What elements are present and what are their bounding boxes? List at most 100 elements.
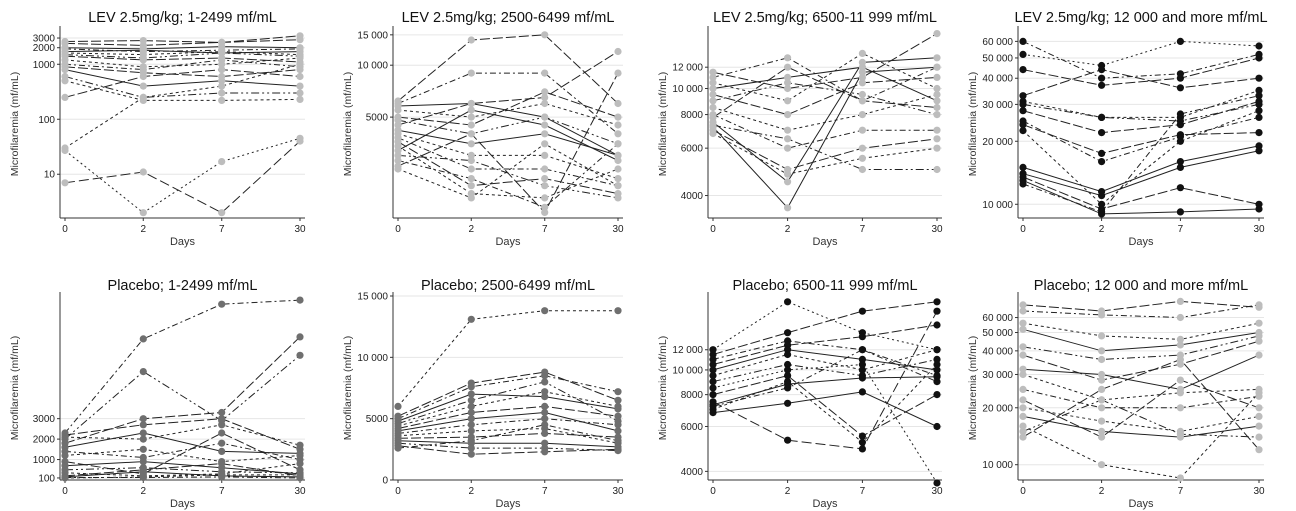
data-point <box>1176 297 1184 305</box>
chart-panel-4: 10 000 20 000 30 000 40 000 50 000 60 000 0 2 7 3… <box>967 10 1268 248</box>
data-point <box>784 135 792 143</box>
series-line <box>1022 379 1260 438</box>
series-line <box>397 145 619 199</box>
data-point <box>541 140 549 148</box>
series-line <box>1022 176 1260 210</box>
series-line <box>1022 40 1260 79</box>
y-tick-label: 60 000 <box>982 313 1013 324</box>
data-point <box>784 54 792 62</box>
data-point <box>61 93 69 101</box>
data-point <box>1019 100 1027 108</box>
series-line <box>1022 150 1260 197</box>
data-point <box>1176 163 1184 171</box>
chart-title: Placebo; 2500-6499 mf/mL <box>421 278 595 294</box>
chart-title: LEV 2.5mg/kg; 1-2499 mf/mL <box>88 10 277 26</box>
data-point <box>1098 404 1106 412</box>
data-point <box>858 126 867 134</box>
data-point <box>467 69 475 77</box>
data-point <box>1176 355 1184 364</box>
data-point <box>541 99 549 108</box>
series-line <box>712 324 938 365</box>
data-point <box>541 421 549 429</box>
series-line <box>1022 89 1260 118</box>
data-point <box>784 79 792 87</box>
y-tick-label: 1000 <box>33 60 56 71</box>
series-line <box>1022 407 1260 432</box>
data-point <box>394 151 402 159</box>
data-point <box>139 458 147 466</box>
data-point <box>139 93 147 101</box>
data-point <box>139 415 147 423</box>
data-point <box>709 73 717 81</box>
series-line <box>397 432 619 439</box>
x-tick-label: 7 <box>219 224 225 235</box>
series-line <box>1022 95 1260 213</box>
series-line <box>712 66 938 209</box>
data-point <box>709 409 717 417</box>
data-point <box>784 170 792 178</box>
data-point <box>1019 385 1027 393</box>
series-line <box>712 340 938 383</box>
data-point <box>1019 92 1027 100</box>
y-axis-label: Microfilaremia (mf/mL) <box>9 336 21 440</box>
data-point <box>858 346 867 354</box>
data-point <box>139 168 147 176</box>
data-point <box>1019 325 1027 333</box>
data-point <box>218 56 226 64</box>
series-line <box>64 137 301 214</box>
series-line <box>712 310 938 450</box>
series-line <box>64 463 301 477</box>
data-point <box>709 355 717 363</box>
data-point <box>296 351 304 359</box>
x-tick-label: 2 <box>1099 486 1105 497</box>
series-line <box>1022 399 1260 438</box>
y-tick-label: 100 <box>38 115 55 126</box>
y-tick-label: 10 000 <box>982 460 1013 471</box>
data-point <box>614 140 622 148</box>
data-point <box>296 60 304 68</box>
series-line <box>397 393 619 422</box>
data-point <box>467 99 475 108</box>
data-point <box>1019 307 1027 315</box>
data-point <box>614 182 622 190</box>
y-tick-label: 12 000 <box>672 63 703 74</box>
data-point <box>614 402 622 410</box>
y-tick-label: 30 000 <box>982 370 1013 381</box>
data-point <box>933 422 941 431</box>
data-point <box>467 408 475 417</box>
data-point <box>784 63 792 71</box>
y-tick-label: 4000 <box>681 191 704 202</box>
y-tick-label: 2000 <box>33 43 56 54</box>
y-tick-label: 3000 <box>33 34 56 45</box>
series-line <box>64 336 301 444</box>
data-point <box>467 450 475 458</box>
data-point <box>858 438 867 446</box>
series-line <box>64 52 301 59</box>
data-point <box>1098 355 1106 364</box>
chart-title: LEV 2.5mg/kg; 12 000 and more mf/mL <box>1014 10 1267 26</box>
data-point <box>296 89 304 97</box>
data-point <box>614 175 622 183</box>
series-line <box>397 116 619 145</box>
series-line <box>1022 124 1260 154</box>
x-axis-label: Days <box>170 236 196 248</box>
data-point <box>467 106 475 114</box>
data-point <box>858 97 867 105</box>
data-point <box>858 307 867 315</box>
data-point <box>1176 137 1184 145</box>
data-point <box>61 77 69 85</box>
series-line <box>712 363 938 484</box>
series-line <box>1022 388 1260 409</box>
data-point <box>467 36 475 44</box>
y-tick-label: 6000 <box>681 422 704 433</box>
data-point <box>394 402 402 410</box>
series-line <box>712 349 938 377</box>
data-point <box>541 121 549 129</box>
y-tick-label: 4000 <box>681 467 704 478</box>
data-point <box>1098 81 1106 89</box>
data-point <box>1019 427 1027 435</box>
data-point <box>1255 337 1263 345</box>
data-point <box>1255 412 1263 420</box>
